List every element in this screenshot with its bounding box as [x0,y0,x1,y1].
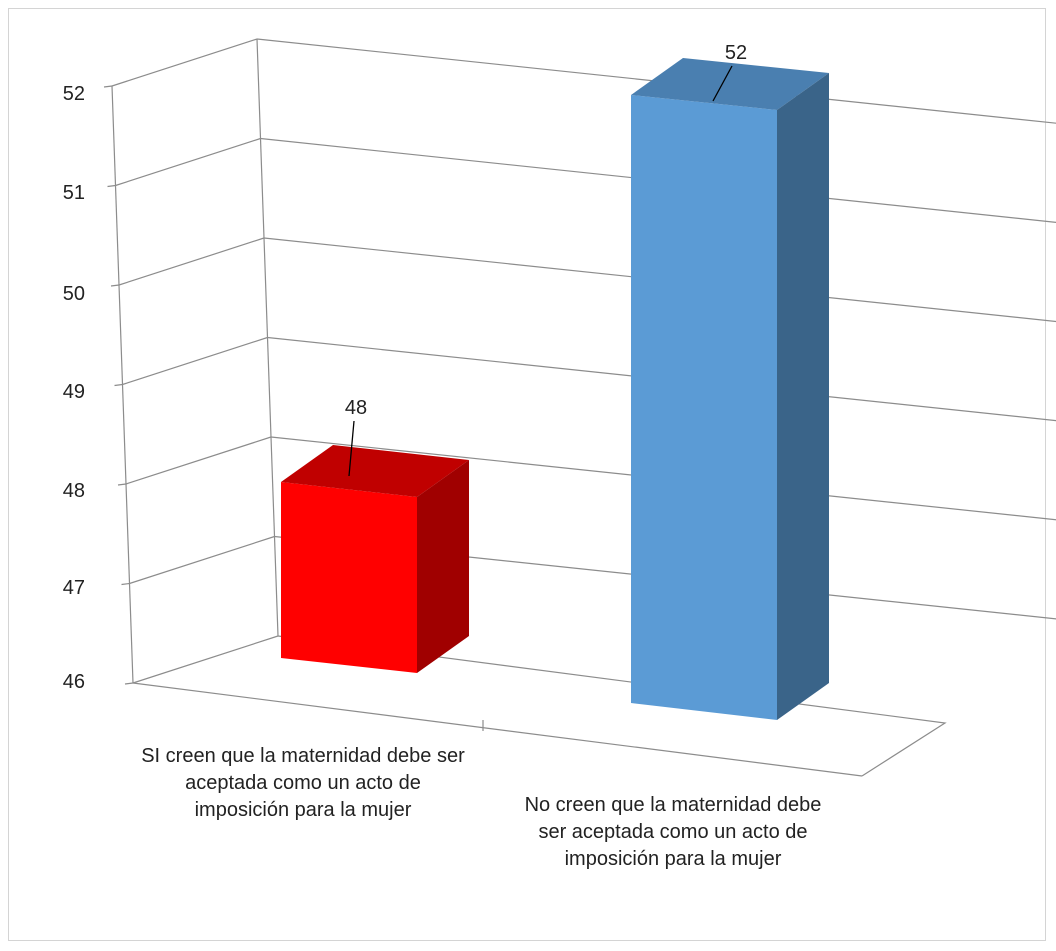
chart-frame [8,8,1046,941]
category-label-si: SI creen que la maternidad debe ser acep… [141,745,465,821]
y-tick-mark [110,284,120,287]
y-tick-label: 48 [63,480,85,502]
bar-si-front [281,482,417,673]
gridline-left-wall [125,436,272,485]
data-label-leader-no [712,65,733,102]
data-labels: 48 52 [345,42,747,477]
y-tick-mark [114,383,123,387]
y-tick-label: 52 [63,83,85,105]
grid-layer [103,38,1056,777]
data-label-leader-si [348,420,355,477]
category-label-no: No creen que la maternidad debe ser acep… [524,794,822,870]
bars-layer [281,58,829,720]
bar-no-side [777,73,829,720]
gridline-left-wall [111,38,258,87]
bar-no-front [631,95,777,720]
y-tick-mark [121,582,130,586]
y-tick-labels: 46 47 48 49 50 51 52 [63,83,85,693]
y-tick-label: 46 [63,671,85,693]
y-tick-mark [124,682,134,685]
gridline-left-wall [115,137,261,187]
bar-no-top [631,58,829,110]
data-label-no: 52 [725,42,747,64]
data-label-si: 48 [345,397,367,419]
gridline-left-wall [118,237,265,286]
y-tick-label: 50 [63,283,85,305]
y-tick-mark [107,184,116,188]
gridline-left-wall [132,635,279,684]
bar-si-top [281,445,469,497]
floor-edge-back [277,635,947,777]
back-wall-left-edge [256,38,279,637]
x-axis-line [132,682,863,777]
bar-si-side [417,460,469,673]
y-tick-mark [103,85,113,88]
y-tick-mark [117,483,127,486]
y-tick-label: 47 [63,577,85,599]
gridline-left-wall [122,336,268,386]
y-tick-label: 51 [63,182,85,204]
y-tick-label: 49 [63,381,85,403]
gridline-left-wall [129,535,275,585]
